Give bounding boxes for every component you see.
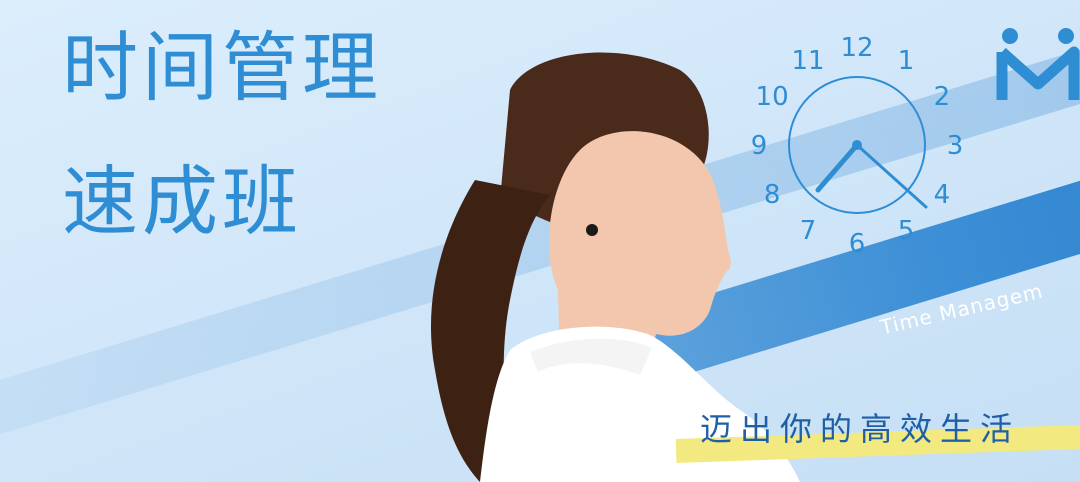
clock-number-2: 2	[934, 82, 951, 112]
clock-number-6: 6	[849, 229, 866, 259]
title-line-1: 时间管理	[62, 23, 382, 112]
clock-number-4: 4	[934, 180, 951, 210]
clock-number-5: 5	[898, 216, 915, 246]
clock-number-9: 9	[751, 131, 768, 161]
clock-number-7: 7	[800, 216, 817, 246]
clock-face	[788, 76, 926, 214]
clock-number-1: 1	[898, 46, 915, 76]
clock-number-10: 10	[756, 82, 789, 112]
clock-number-11: 11	[791, 46, 824, 76]
clock-number-8: 8	[764, 180, 781, 210]
woman-profile-photo	[430, 52, 800, 482]
clock-center	[852, 140, 862, 150]
clock-number-3: 3	[947, 131, 964, 161]
clock-hand-right	[855, 143, 928, 209]
tagline-chinese: 迈出你的高效生活	[700, 410, 1021, 448]
clock-hand-left	[815, 142, 860, 193]
brand-logo-icon	[996, 28, 1080, 100]
clock-number-12: 12	[840, 33, 873, 63]
title-line-2: 速成班	[62, 157, 302, 246]
